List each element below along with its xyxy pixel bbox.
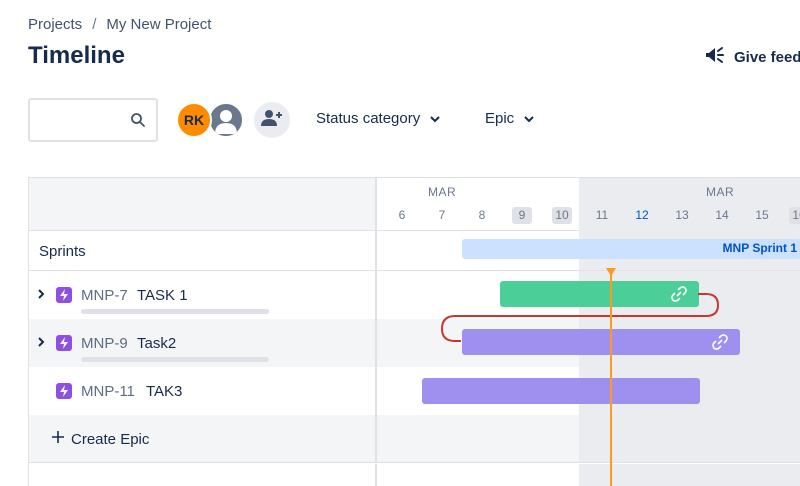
avatar-user-icon[interactable] — [208, 102, 244, 138]
table-row[interactable]: MNP-7 TASK 1 — [29, 271, 800, 319]
day-label: 14 — [715, 208, 729, 222]
epic-lightning-icon — [56, 335, 72, 351]
add-person-icon — [261, 109, 283, 132]
day-label: 7 — [438, 208, 446, 222]
search-input[interactable] — [28, 98, 158, 142]
chevron-down-icon — [430, 110, 440, 127]
month-label: MAR — [428, 185, 457, 199]
epic-cell: MNP-9 Task2 — [29, 319, 377, 367]
plus-icon — [51, 430, 65, 448]
breadcrumb-separator: / — [92, 16, 97, 33]
breadcrumb: Projects / My New Project — [28, 16, 211, 33]
search-icon — [130, 112, 146, 133]
today-line — [610, 270, 612, 486]
epic-progress-bar — [81, 357, 269, 362]
day-label: 10 — [552, 207, 572, 224]
epic-bar[interactable] — [462, 329, 740, 355]
epic-name[interactable]: TASK 1 — [137, 287, 188, 304]
month-label: MAR — [706, 185, 735, 199]
sprint-shade — [579, 415, 800, 462]
empty-cell — [29, 464, 377, 486]
empty-row — [29, 464, 800, 486]
give-feedback-label: Give feedb — [734, 48, 800, 66]
link-icon[interactable] — [671, 286, 687, 307]
breadcrumb-projects[interactable]: Projects — [28, 16, 83, 33]
epic-filter-label: Epic — [485, 110, 515, 127]
sprints-cell: Sprints — [29, 231, 377, 270]
chevron-down-icon — [524, 110, 534, 127]
sprints-track: MNP Sprint 1 — [377, 231, 800, 270]
day-label: 11 — [595, 208, 609, 222]
day-label: 9 — [512, 207, 532, 224]
empty-track — [377, 464, 800, 486]
epic-key[interactable]: MNP-11 — [81, 383, 135, 400]
create-epic-button[interactable]: Create Epic — [51, 430, 149, 448]
sprints-row: Sprints MNP Sprint 1 — [29, 231, 800, 271]
day-label: 13 — [675, 208, 689, 222]
table-row[interactable]: MNP-11 TAK3 — [29, 367, 800, 415]
epic-key[interactable]: MNP-9 — [81, 335, 128, 352]
sprint-shade — [579, 464, 800, 486]
chevron-right-icon[interactable] — [37, 336, 45, 350]
avatar-rk[interactable]: RK — [176, 102, 212, 138]
day-label: 6 — [398, 208, 406, 222]
link-icon[interactable] — [712, 334, 728, 355]
day-label: 16 — [789, 207, 800, 224]
sprints-label: Sprints — [39, 243, 86, 260]
epic-progress-bar — [81, 309, 269, 314]
epic-bar[interactable] — [500, 281, 699, 307]
epic-bar[interactable] — [422, 378, 700, 404]
create-epic-row: Create Epic — [29, 415, 800, 463]
epic-key[interactable]: MNP-7 — [81, 287, 128, 304]
create-epic-label: Create Epic — [71, 430, 150, 448]
create-epic-track — [377, 415, 800, 462]
epic-track — [377, 271, 800, 319]
list-header — [29, 178, 377, 231]
today-marker — [606, 268, 616, 276]
epic-lightning-icon — [56, 287, 72, 303]
sprint-bar-label: MNP Sprint 1 — [722, 241, 797, 255]
timeline-grid: MAR MAR 6 7 8 9 10 11 12 13 14 15 16 Spr… — [28, 177, 800, 486]
epic-track — [377, 319, 800, 367]
epic-filter[interactable]: Epic — [485, 110, 534, 127]
table-row[interactable]: MNP-9 Task2 — [29, 319, 800, 367]
chevron-right-icon[interactable] — [37, 288, 45, 302]
add-people-button[interactable] — [254, 102, 290, 138]
breadcrumb-project[interactable]: My New Project — [106, 16, 212, 33]
give-feedback-button[interactable]: Give feedb — [704, 45, 800, 69]
sprint-shade — [579, 178, 800, 231]
epic-name[interactable]: Task2 — [137, 335, 177, 352]
epic-cell: MNP-7 TASK 1 — [29, 271, 377, 319]
epic-cell: MNP-11 TAK3 — [29, 367, 377, 415]
megaphone-icon — [704, 45, 726, 69]
day-label: 15 — [755, 208, 769, 222]
status-category-filter[interactable]: Status category — [316, 110, 440, 127]
create-epic-cell: Create Epic — [29, 415, 377, 462]
page-title: Timeline — [28, 42, 125, 69]
sprint-bar[interactable]: MNP Sprint 1 — [462, 239, 800, 259]
epic-name[interactable]: TAK3 — [146, 383, 183, 400]
status-category-label: Status category — [316, 110, 421, 127]
epic-lightning-icon — [56, 383, 72, 399]
day-label: 8 — [478, 208, 486, 222]
timeline-header: MAR MAR 6 7 8 9 10 11 12 13 14 15 16 — [377, 178, 800, 231]
epic-track — [377, 367, 800, 415]
day-label-today: 12 — [635, 208, 649, 222]
